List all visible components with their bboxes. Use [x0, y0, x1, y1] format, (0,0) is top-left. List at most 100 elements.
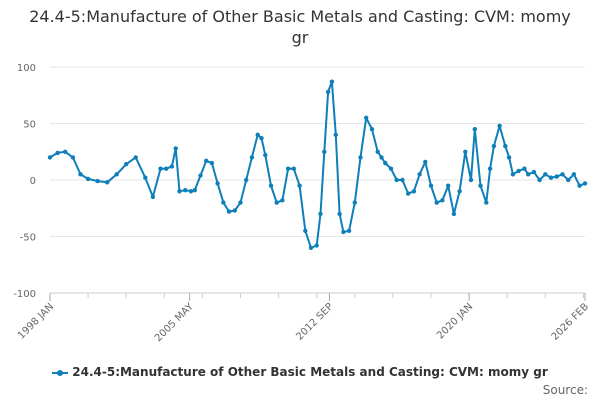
data-point[interactable] [70, 155, 76, 160]
data-point[interactable] [333, 132, 338, 137]
data-point[interactable] [226, 209, 232, 214]
data-point[interactable] [274, 200, 279, 205]
data-point[interactable] [164, 166, 169, 171]
data-point[interactable] [383, 160, 388, 166]
data-point[interactable] [554, 174, 559, 179]
data-point[interactable] [428, 183, 434, 188]
data-point[interactable] [379, 155, 384, 160]
data-point[interactable] [364, 115, 369, 121]
data-point[interactable] [478, 183, 483, 188]
data-point[interactable] [577, 183, 582, 188]
data-point[interactable] [255, 132, 260, 137]
data-point[interactable] [47, 155, 53, 160]
data-point[interactable] [457, 189, 462, 194]
data-point[interactable] [417, 172, 422, 177]
data-point[interactable] [133, 155, 138, 160]
data-point[interactable] [169, 164, 175, 169]
data-point[interactable] [285, 166, 291, 171]
data-point[interactable] [487, 166, 493, 171]
data-point[interactable] [183, 188, 188, 193]
data-point[interactable] [55, 150, 60, 156]
data-point[interactable] [291, 166, 296, 171]
data-point[interactable] [566, 177, 571, 183]
data-point[interactable] [263, 152, 268, 158]
data-point[interactable] [506, 155, 512, 160]
data-point[interactable] [472, 127, 477, 132]
data-point[interactable] [198, 173, 203, 178]
data-point[interactable] [394, 177, 399, 183]
data-point[interactable] [491, 143, 497, 149]
data-point[interactable] [249, 155, 255, 160]
data-point[interactable] [78, 172, 83, 177]
data-point[interactable] [346, 228, 352, 233]
data-point[interactable] [463, 149, 468, 154]
data-point[interactable] [204, 158, 209, 163]
data-point[interactable] [221, 200, 226, 205]
data-point[interactable] [400, 177, 405, 183]
data-point[interactable] [124, 162, 129, 167]
data-point[interactable] [369, 127, 375, 132]
data-point[interactable] [423, 159, 428, 165]
y-tick-label: 100 [17, 63, 36, 74]
data-point[interactable] [548, 175, 554, 180]
data-point[interactable] [341, 229, 346, 235]
data-point[interactable] [192, 188, 197, 193]
data-point[interactable] [582, 181, 588, 186]
data-point[interactable] [105, 180, 110, 185]
data-point[interactable] [173, 146, 178, 151]
data-point[interactable] [375, 149, 380, 154]
data-point[interactable] [314, 243, 319, 248]
data-point[interactable] [297, 183, 302, 188]
data-point[interactable] [510, 172, 516, 177]
data-point[interactable] [543, 172, 548, 177]
data-point[interactable] [238, 200, 243, 205]
chart-title: 24.4-5:Manufacture of Other Basic Metals… [29, 7, 571, 47]
data-point[interactable] [244, 177, 249, 183]
data-point[interactable] [451, 211, 457, 217]
data-point[interactable] [531, 169, 537, 175]
data-point[interactable] [484, 200, 489, 205]
data-point[interactable] [352, 200, 357, 205]
data-point[interactable] [337, 211, 342, 217]
data-point[interactable] [143, 175, 148, 180]
data-point[interactable] [308, 245, 314, 250]
data-point[interactable] [318, 211, 323, 217]
data-point[interactable] [358, 155, 363, 160]
data-point[interactable] [158, 166, 163, 171]
data-point[interactable] [406, 191, 411, 196]
data-point[interactable] [259, 136, 264, 141]
data-point[interactable] [280, 198, 285, 203]
chart-legend[interactable]: 24.4-5:Manufacture of Other Basic Metals… [0, 365, 600, 379]
data-point[interactable] [388, 166, 394, 171]
data-point[interactable] [303, 228, 308, 233]
data-point[interactable] [537, 177, 542, 183]
data-point[interactable] [209, 160, 215, 166]
data-point[interactable] [411, 189, 417, 194]
data-point[interactable] [526, 172, 531, 177]
data-point[interactable] [268, 183, 274, 188]
data-point[interactable] [446, 183, 451, 188]
data-point[interactable] [571, 172, 577, 177]
y-tick-label: 50 [23, 120, 36, 131]
data-point[interactable] [95, 178, 100, 184]
data-point[interactable] [322, 149, 327, 154]
data-point[interactable] [468, 177, 474, 183]
data-point[interactable] [516, 168, 521, 174]
data-point[interactable] [188, 189, 194, 194]
data-point[interactable] [215, 181, 220, 186]
data-point[interactable] [62, 149, 68, 154]
data-point[interactable] [560, 172, 565, 177]
data-point[interactable] [325, 89, 331, 95]
data-point[interactable] [497, 123, 502, 128]
data-point[interactable] [522, 166, 527, 171]
data-point[interactable] [85, 176, 91, 182]
data-point[interactable] [329, 79, 335, 84]
data-point[interactable] [150, 194, 156, 200]
data-point[interactable] [114, 172, 119, 177]
data-point[interactable] [177, 189, 182, 194]
data-point[interactable] [434, 200, 439, 205]
data-point[interactable] [232, 208, 237, 213]
data-point[interactable] [503, 143, 508, 149]
data-point[interactable] [440, 198, 445, 203]
